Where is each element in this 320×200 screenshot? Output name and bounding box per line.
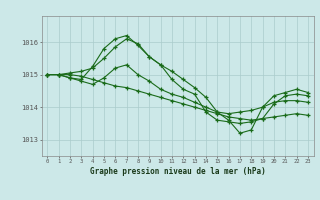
X-axis label: Graphe pression niveau de la mer (hPa): Graphe pression niveau de la mer (hPa) — [90, 167, 266, 176]
